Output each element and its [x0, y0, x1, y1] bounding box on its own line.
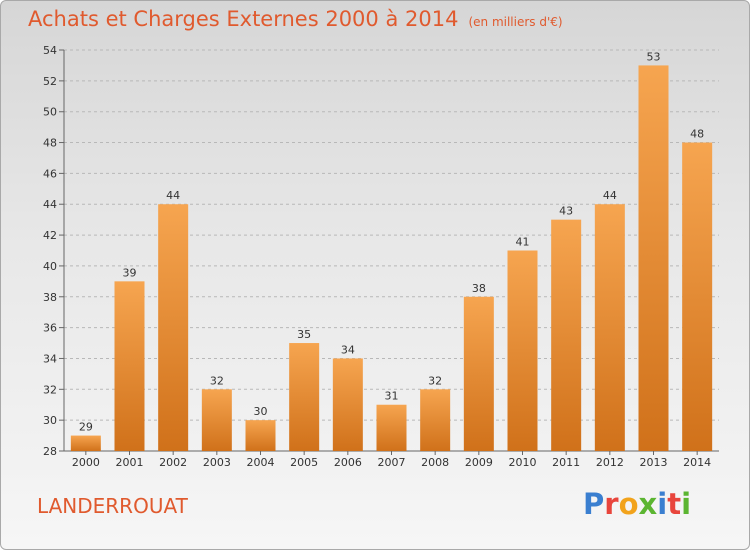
x-tick-label: 2001 — [116, 456, 144, 469]
bar-value-label: 34 — [341, 343, 355, 356]
y-tick-label: 46 — [43, 167, 57, 180]
logo-letter: i — [681, 487, 692, 521]
x-tick-label: 2007 — [378, 456, 406, 469]
x-tick-label: 2009 — [465, 456, 493, 469]
logo-letter: r — [604, 487, 619, 521]
bar-value-label: 29 — [79, 421, 93, 434]
bar — [289, 343, 320, 451]
bar-value-label: 39 — [123, 266, 137, 279]
y-tick-label: 48 — [43, 137, 57, 150]
logo-letter: i — [657, 487, 668, 521]
town-name: LANDERROUAT — [37, 494, 188, 518]
bar-value-label: 41 — [516, 236, 530, 249]
bar-value-label: 48 — [690, 128, 704, 141]
logo-letter: o — [618, 487, 639, 521]
bar-value-label: 43 — [559, 205, 573, 218]
logo-letter: P — [583, 487, 605, 521]
x-tick-label: 2012 — [596, 456, 624, 469]
y-tick-label: 34 — [43, 352, 57, 365]
x-tick-label: 2003 — [203, 456, 231, 469]
x-tick-label: 2006 — [334, 456, 362, 469]
bar — [70, 435, 101, 451]
bar — [463, 296, 494, 451]
y-tick-label: 36 — [43, 322, 57, 335]
bar-value-label: 31 — [385, 390, 399, 403]
bar — [245, 420, 276, 451]
x-tick-label: 2002 — [159, 456, 187, 469]
y-tick-label: 50 — [43, 106, 57, 119]
y-tick-label: 38 — [43, 291, 57, 304]
x-tick-label: 2004 — [247, 456, 275, 469]
bar-value-label: 32 — [428, 374, 442, 387]
bar-value-label: 44 — [603, 189, 617, 202]
logo-letter: t — [667, 487, 682, 521]
y-tick-label: 28 — [43, 445, 57, 458]
y-tick-label: 54 — [43, 44, 57, 57]
bar — [332, 358, 363, 451]
proxiti-logo[interactable]: Proxiti — [583, 487, 691, 521]
x-tick-label: 2008 — [421, 456, 449, 469]
bar — [551, 219, 582, 451]
x-tick-label: 2011 — [552, 456, 580, 469]
chart-title: Achats et Charges Externes 2000 à 2014 (e… — [28, 7, 563, 31]
bar — [594, 204, 625, 451]
x-tick-label: 2010 — [509, 456, 537, 469]
bar — [376, 404, 407, 451]
bar — [420, 389, 451, 451]
x-tick-label: 2014 — [683, 456, 711, 469]
title-text: Achats et Charges Externes 2000 à 2014 — [28, 7, 459, 31]
bar-value-label: 32 — [210, 374, 224, 387]
bar-value-label: 44 — [166, 189, 180, 202]
bar-value-label: 38 — [472, 282, 486, 295]
y-tick-label: 32 — [43, 383, 57, 396]
bar — [507, 250, 538, 451]
logo-letter: x — [638, 487, 658, 521]
y-tick-label: 52 — [43, 75, 57, 88]
bar — [114, 281, 145, 451]
y-tick-label: 44 — [43, 198, 57, 211]
x-tick-label: 2000 — [72, 456, 100, 469]
bar-value-label: 53 — [647, 50, 661, 63]
bar-value-label: 35 — [297, 328, 311, 341]
y-tick-label: 30 — [43, 414, 57, 427]
y-tick-label: 42 — [43, 229, 57, 242]
x-tick-label: 2013 — [640, 456, 668, 469]
unit-label: (en milliers d'€) — [468, 15, 563, 29]
bar — [638, 65, 669, 451]
bar-value-label: 30 — [254, 405, 268, 418]
bar — [682, 142, 713, 452]
bar — [158, 204, 189, 451]
bar — [201, 389, 232, 451]
x-tick-label: 2005 — [290, 456, 318, 469]
y-tick-label: 40 — [43, 260, 57, 273]
